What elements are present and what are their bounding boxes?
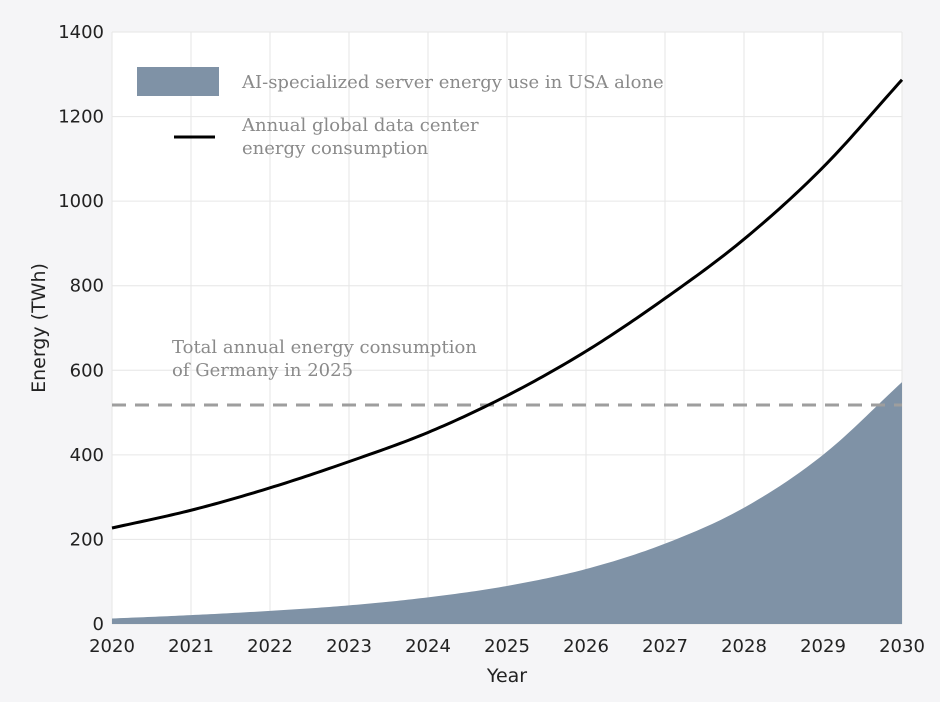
x-tick-label: 2021 bbox=[168, 636, 214, 657]
x-tick-label: 2028 bbox=[721, 636, 767, 657]
y-tick-labels: 0 200 400 600 800 1000 1200 1400 bbox=[58, 22, 104, 635]
y-tick-label: 1200 bbox=[58, 107, 104, 128]
y-tick-label: 200 bbox=[70, 529, 104, 550]
x-tick-label: 2030 bbox=[879, 636, 925, 657]
x-tick-label: 2027 bbox=[642, 636, 688, 657]
y-tick-label: 400 bbox=[70, 445, 104, 466]
x-tick-label: 2029 bbox=[800, 636, 846, 657]
reference-label-line-1: Total annual energy consumption bbox=[172, 337, 477, 358]
line-series bbox=[111, 78, 904, 530]
legend: AI-specialized server energy use in USA … bbox=[137, 67, 664, 159]
legend-label-line: Annual global data center energy consumpt… bbox=[241, 115, 479, 159]
area-series-path bbox=[112, 382, 902, 624]
y-tick-label: 600 bbox=[70, 360, 104, 381]
x-tick-label: 2022 bbox=[247, 636, 293, 657]
x-tick-label: 2024 bbox=[405, 636, 451, 657]
x-tick-labels: 2020 2021 2022 2023 2024 2025 2026 2027 2028 2029… bbox=[89, 636, 925, 657]
line-series-path bbox=[111, 78, 904, 530]
x-tick-label: 2020 bbox=[89, 636, 135, 657]
x-tick-label: 2026 bbox=[563, 636, 609, 657]
y-tick-label: 1000 bbox=[58, 191, 104, 212]
legend-swatch-area bbox=[137, 67, 219, 96]
reference-annotation: Total annual energy consumption of Germa… bbox=[172, 337, 477, 381]
x-axis-title: Year bbox=[486, 665, 527, 687]
y-tick-label: 800 bbox=[70, 276, 104, 297]
x-tick-label: 2025 bbox=[484, 636, 530, 657]
x-tick-label: 2023 bbox=[326, 636, 372, 657]
reference-label-line-2: of Germany in 2025 bbox=[172, 360, 353, 381]
y-axis-title: Energy (TWh) bbox=[28, 263, 50, 393]
area-series bbox=[112, 382, 902, 624]
y-tick-label: 0 bbox=[93, 614, 104, 635]
y-tick-label: 1400 bbox=[58, 22, 104, 43]
legend-label-area: AI-specialized server energy use in USA … bbox=[241, 72, 664, 93]
